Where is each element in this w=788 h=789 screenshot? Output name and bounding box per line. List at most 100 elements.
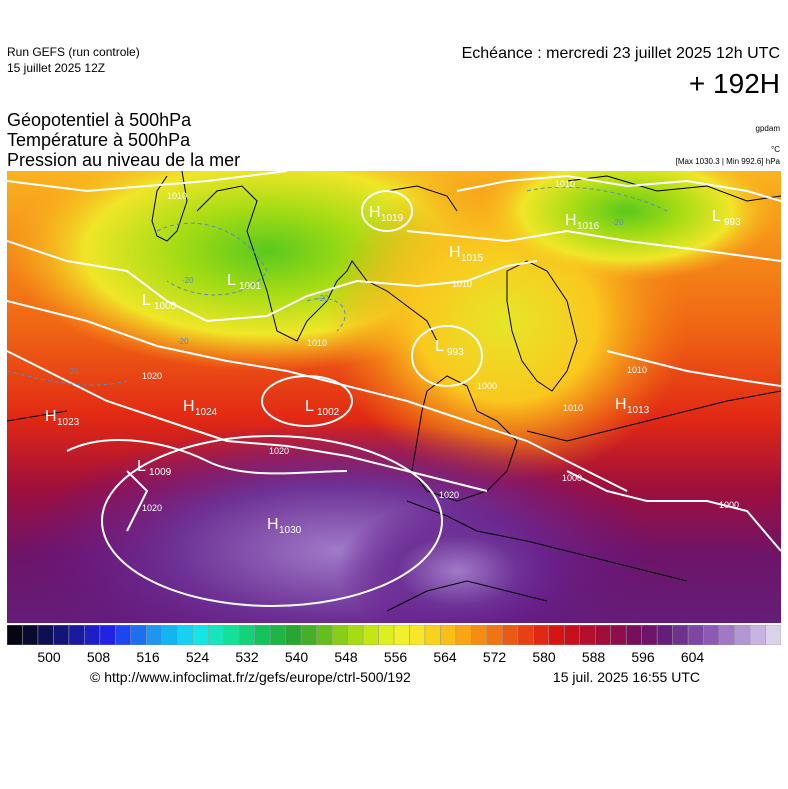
colorbar-swatch <box>687 625 704 645</box>
isobar-label: 1020 <box>439 490 459 500</box>
pressure-extremes: [Max 1030.3 | Min 992.6] hPa <box>675 157 780 166</box>
colorbar-swatch <box>316 625 333 645</box>
colorbar-swatch <box>378 625 395 645</box>
pressure-center: H <box>449 244 461 261</box>
colorbar-swatch <box>502 625 519 645</box>
temperature-label: -20 <box>67 367 79 376</box>
colorbar-swatch <box>68 625 85 645</box>
isobar-label: 1020 <box>142 503 162 513</box>
colorbar-swatch <box>765 625 781 645</box>
pressure-center: H <box>369 204 381 221</box>
colorbar-swatch <box>548 625 565 645</box>
colorbar-swatch <box>718 625 735 645</box>
pressure-center: H <box>615 396 627 413</box>
isobar-label: 1010 <box>563 403 583 413</box>
colorbar-tick-label: 572 <box>482 649 507 665</box>
pressure-center-value: 1002 <box>317 407 340 418</box>
colorbar-swatch <box>7 625 23 645</box>
colorbar-swatch <box>130 625 147 645</box>
pressure-center: L <box>712 208 721 225</box>
pressure-center: H <box>267 516 279 533</box>
colorbar-swatch <box>409 625 426 645</box>
colorbar-tick-label: 588 <box>581 649 606 665</box>
colorbar-swatch <box>99 625 116 645</box>
colorbar-tick-label: 524 <box>185 649 210 665</box>
temperature-label: -20 <box>182 276 194 285</box>
colorbar-tick-label: 556 <box>383 649 408 665</box>
colorbar-swatch <box>238 625 255 645</box>
weather-map: H 1019 H 1016 L 993 H 1015 L 1001 L 1000… <box>7 171 781 623</box>
pressure-center-value: 1009 <box>149 467 172 478</box>
colorbar-swatch <box>362 625 379 645</box>
run-date: 15 juillet 2025 12Z <box>7 61 106 75</box>
colorbar-swatch <box>393 625 410 645</box>
colorbar-swatch <box>53 625 70 645</box>
colorbar-swatch <box>22 625 39 645</box>
colorbar-swatch <box>161 625 178 645</box>
pressure-center: H <box>45 408 57 425</box>
temperature-label: -20 <box>177 337 189 346</box>
pressure-center: L <box>142 292 151 309</box>
pressure-center-value: 1030 <box>279 525 302 536</box>
colorbar-tick-label: 500 <box>37 649 61 665</box>
warm-ridge-iberia <box>337 501 577 623</box>
run-title: Run GEFS (run controle) <box>7 45 140 59</box>
pressure-center-labels: H 1019 H 1016 L 993 H 1015 L 1001 L 1000… <box>45 204 741 536</box>
pressure-center-value: 993 <box>724 217 741 228</box>
colorbar <box>7 625 781 645</box>
colorbar-swatch <box>84 625 101 645</box>
isobar-label: 1010 <box>167 191 187 201</box>
pressure-center-value: 993 <box>447 347 464 358</box>
colorbar-swatch <box>610 625 627 645</box>
pressure-center: L <box>305 398 314 415</box>
isobar-label: 1000 <box>562 473 582 483</box>
colorbar-tick-label: 532 <box>235 649 259 665</box>
pressure-center: H <box>183 398 195 415</box>
colorbar-swatch <box>269 625 286 645</box>
forecast-valid-time: Echéance : mercredi 23 juillet 2025 12h … <box>461 45 780 62</box>
colorbar-swatch <box>533 625 550 645</box>
colorbar-swatch <box>625 625 642 645</box>
pressure-center: L <box>435 338 444 355</box>
coastlines <box>7 171 781 612</box>
colorbar-swatch <box>254 625 271 645</box>
colorbar-swatch <box>347 625 364 645</box>
colorbar-swatch <box>517 625 534 645</box>
colorbar-swatch <box>115 625 132 645</box>
colorbar-swatch <box>424 625 441 645</box>
colorbar-swatch <box>594 625 611 645</box>
colorbar-tick-label: 540 <box>284 649 309 665</box>
colorbar-tick-label: 564 <box>433 649 457 665</box>
pressure-center: L <box>137 458 146 475</box>
colorbar-swatch <box>192 625 209 645</box>
temperature-label: -20 <box>612 218 624 227</box>
isobar-label: 1020 <box>142 371 162 381</box>
colorbar-swatch <box>486 625 503 645</box>
colorbar-swatch <box>749 625 766 645</box>
pressure-center-value: 1023 <box>57 417 80 428</box>
colorbar-swatch <box>37 625 54 645</box>
pressure-center-value: 1016 <box>577 221 600 232</box>
temperature-contours <box>7 186 668 386</box>
colorbar-swatch <box>455 625 472 645</box>
source-url[interactable]: © http://www.infoclimat.fr/z/gefs/europe… <box>90 669 411 685</box>
colorbar-swatch <box>177 625 194 645</box>
colorbar-tick-label: 580 <box>532 649 556 665</box>
colorbar-swatch <box>641 625 658 645</box>
colorbar-swatch <box>223 625 240 645</box>
temperature-label: -20 <box>317 294 329 303</box>
isobar-label: 1010 <box>307 338 327 348</box>
colorbar-swatch <box>440 625 457 645</box>
isobars <box>7 171 781 607</box>
unit-temperature: °C <box>771 145 780 154</box>
pressure-center-value: 1024 <box>195 407 218 418</box>
isobar-label: 1010 <box>627 365 647 375</box>
colorbar-swatch <box>331 625 348 645</box>
pressure-center-value: 1015 <box>461 253 484 264</box>
temperature-value-labels: -20 -20 -20 -20 -20 <box>67 218 624 376</box>
colorbar-swatch <box>734 625 751 645</box>
colorbar-swatch <box>564 625 581 645</box>
field-temperature: Température à 500hPa <box>7 130 191 150</box>
colorbar-swatch <box>579 625 596 645</box>
colorbar-swatch <box>703 625 720 645</box>
